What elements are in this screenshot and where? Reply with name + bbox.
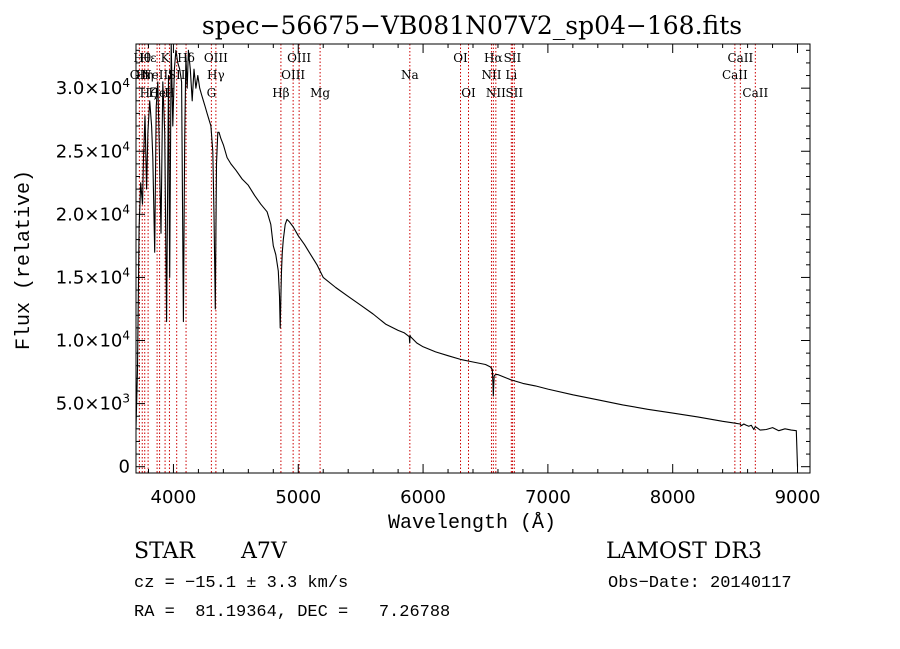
line-label-7-0: H bbox=[164, 86, 174, 100]
line-label-12-0: Hβ bbox=[272, 86, 289, 100]
line-label-20-0: Hα bbox=[484, 51, 503, 65]
y-tick-label: 0 bbox=[119, 457, 130, 478]
line-label-23-0: SII bbox=[504, 51, 522, 65]
line-label-18-0: OI bbox=[461, 86, 476, 100]
x-tick-label: 7000 bbox=[525, 487, 571, 508]
plot-frame bbox=[135, 43, 811, 474]
line-label-10-0: G bbox=[207, 86, 217, 100]
x-tick-labels: 4000 5000 6000 7000 8000 9000 bbox=[151, 487, 821, 508]
y-axis-label: Flux (relative) bbox=[13, 170, 36, 350]
line-label-19-0: NII bbox=[481, 68, 501, 82]
line-label-2-0: Hη bbox=[136, 68, 154, 82]
line-label-16-0: Na bbox=[401, 68, 419, 82]
line-label-11-0: OIII bbox=[204, 51, 228, 65]
axis-ticks bbox=[136, 44, 810, 473]
line-label-4-0: NeIII bbox=[141, 68, 173, 82]
line-label-13-0: OIII bbox=[281, 68, 305, 82]
emission-line-labels: OIIHθHηHζHεNeIIIHeIKHSIIHδGOIIIHγHβOIIIO… bbox=[130, 51, 769, 100]
observation-date: Obs−Date: 20140117 bbox=[608, 574, 792, 593]
x-tick-label: 9000 bbox=[775, 487, 821, 508]
y-tick-label: 3.0×104 bbox=[56, 76, 130, 99]
emission-line-markers bbox=[138, 44, 756, 473]
y-tick-label: 1.5×104 bbox=[56, 265, 130, 288]
x-axis-label: Wavelength (Å) bbox=[388, 512, 556, 535]
line-label-11-1: Hγ bbox=[207, 68, 225, 82]
x-tick-label: 6000 bbox=[400, 487, 446, 508]
object-class: STAR bbox=[134, 539, 195, 564]
y-tick-labels: 0 5.0×103 1.0×104 1.5×104 2.0×104 2.5×104 3.0×… bbox=[56, 76, 130, 478]
x-tick-label: 8000 bbox=[650, 487, 696, 508]
coordinates-readout: RA = 81.19364, DEC = 7.26788 bbox=[134, 603, 451, 622]
line-label-1-0: Hθ bbox=[133, 51, 151, 65]
x-tick-label: 4000 bbox=[151, 487, 197, 508]
line-label-6-0: K bbox=[161, 51, 171, 65]
line-label-24-0: SII bbox=[505, 86, 523, 100]
y-tick-label: 2.5×104 bbox=[56, 139, 130, 162]
chart-title: spec−56675−VB081N07V2_sp04−168.fits bbox=[202, 11, 742, 40]
line-label-27-0: CaII bbox=[742, 86, 768, 100]
line-label-3-1: Hε bbox=[140, 51, 157, 65]
line-label-26-0: CaII bbox=[727, 51, 753, 65]
y-tick-label: 5.0×103 bbox=[56, 392, 130, 415]
line-label-17-0: OI bbox=[453, 51, 468, 65]
y-tick-label: 1.0×104 bbox=[56, 329, 130, 352]
line-label-3-0: Hζ bbox=[140, 86, 157, 100]
line-label-15-0: Mg bbox=[310, 86, 330, 100]
x-tick-label: 5000 bbox=[275, 487, 321, 508]
line-label-22-0: Li bbox=[505, 68, 517, 82]
line-label-25-0: CaII bbox=[722, 68, 748, 82]
object-subclass: A7V bbox=[241, 539, 287, 564]
survey-name: LAMOST DR3 bbox=[606, 539, 762, 564]
y-tick-label: 2.0×104 bbox=[56, 202, 130, 225]
line-label-21-0: NII bbox=[486, 86, 506, 100]
line-label-0-0: OII bbox=[130, 68, 150, 82]
spectrum-line bbox=[135, 43, 799, 467]
redshift-readout: cz = −15.1 ± 3.3 km/s bbox=[134, 574, 349, 593]
line-label-5-0: HeI bbox=[148, 86, 171, 100]
line-label-14-0: OIII bbox=[287, 51, 311, 65]
